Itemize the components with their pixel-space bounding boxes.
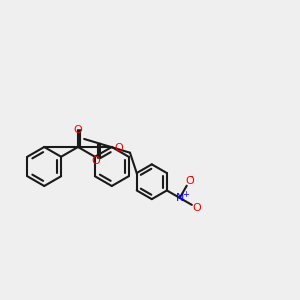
Text: O: O [91, 156, 100, 166]
Text: +: + [182, 190, 188, 200]
Text: O: O [185, 176, 194, 186]
Text: N: N [176, 193, 184, 203]
Text: -: - [188, 170, 193, 183]
Text: O: O [114, 142, 123, 152]
Text: O: O [74, 125, 82, 136]
Text: O: O [192, 202, 201, 213]
